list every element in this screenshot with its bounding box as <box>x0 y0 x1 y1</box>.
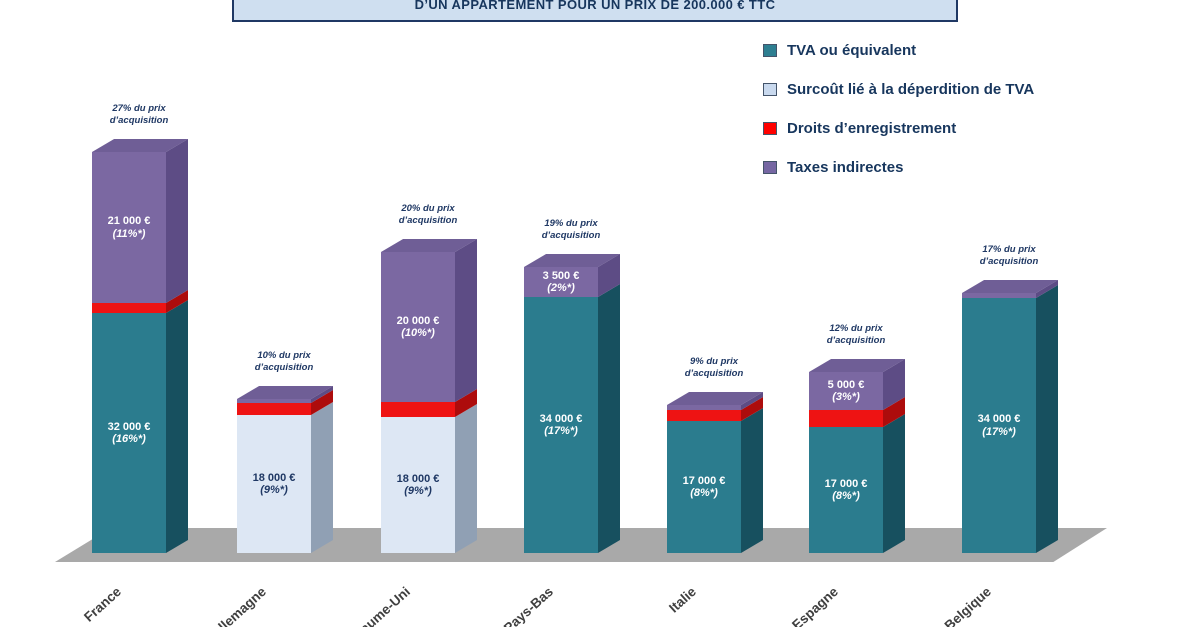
bar-allemagne-taxes-front-face <box>237 399 311 403</box>
bar-allemagne-droits-front-face <box>237 403 311 415</box>
legend-label: Taxes indirectes <box>787 158 904 176</box>
bar-belgique-total-annotation: 17% du prix d’acquisition <box>949 244 1069 268</box>
bar-royaume-uni-taxes-front-face <box>381 252 455 402</box>
bar-allemagne-total-annotation: 10% du prix d’acquisition <box>224 350 344 374</box>
bar-allemagne-surcout-front-face <box>237 415 311 553</box>
category-label-royaume-uni: Royaume-Uni <box>338 583 414 627</box>
bar-royaume-uni-taxes-side-face <box>455 238 477 402</box>
bar-italie-tva-front-face <box>667 421 741 553</box>
bar-france-tva-front-face <box>92 313 166 553</box>
bar-royaume-uni-droits-front-face <box>381 402 455 417</box>
tva-swatch-icon <box>763 43 777 57</box>
bar-france-taxes-front-face <box>92 152 166 303</box>
bar-pays-bas-tva-front-face <box>524 297 598 553</box>
bar-espagne-tva-side-face <box>883 413 905 553</box>
chart-title: D’UN APPARTEMENT POUR UN PRIX DE 200.000… <box>414 0 776 12</box>
legend-label: TVA ou équivalent <box>787 41 917 59</box>
annotation-line: d’acquisition <box>109 115 169 126</box>
category-label-espagne: Espagne <box>789 583 842 627</box>
bar-italie-tva-side-face <box>741 407 763 553</box>
bar-italie-taxes-front-face <box>667 405 741 410</box>
chart-title-box: D’UN APPARTEMENT POUR UN PRIX DE 200.000… <box>232 0 958 22</box>
droits-swatch-icon <box>763 121 777 135</box>
bar-royaume-uni-surcout-side-face <box>455 403 477 553</box>
bar-espagne-total-annotation: 12% du prix d’acquisition <box>796 323 916 347</box>
bar-belgique-tva-front-face <box>962 298 1036 553</box>
category-label-pays-bas: Pays-Bas <box>500 583 557 627</box>
annotation-line: 9% du prix <box>689 356 739 367</box>
annotation-line: 19% du prix <box>544 218 598 229</box>
bar-italie-droits-front-face <box>667 410 741 421</box>
bar-pays-bas-taxes-front-face <box>524 267 598 297</box>
annotation-line: 12% du prix <box>829 323 883 334</box>
legend: TVA ou équivalent Surcoût lié à la déper… <box>763 38 1193 194</box>
annotation-line: d’acquisition <box>398 215 458 226</box>
bar-espagne-droits-front-face <box>809 410 883 427</box>
bar-france-total-annotation: 27% du prix d’acquisition <box>79 103 199 127</box>
annotation-line: d’acquisition <box>684 368 744 379</box>
bar-france-tva-side-face <box>166 299 188 553</box>
category-label-allemagne: Allemagne <box>208 583 270 627</box>
bar-france-droits-front-face <box>92 303 166 313</box>
bar-france-taxes-side-face <box>166 138 188 303</box>
annotation-line: d’acquisition <box>979 256 1039 267</box>
legend-item-tva: TVA ou équivalent <box>763 38 1193 62</box>
annotation-line: d’acquisition <box>826 335 886 346</box>
annotation-line: 10% du prix <box>257 350 311 361</box>
bar-espagne-taxes-front-face <box>809 372 883 410</box>
annotation-line: 27% du prix <box>112 103 166 114</box>
bar-royaume-uni-surcout-front-face <box>381 417 455 553</box>
category-label-italie: Italie <box>666 583 700 616</box>
legend-item-droits: Droits d’enregistrement <box>763 116 1193 140</box>
bar-italie-total-annotation: 9% du prix d’acquisition <box>654 356 774 380</box>
annotation-line: d’acquisition <box>541 230 601 241</box>
bar-allemagne-surcout-side-face <box>311 401 333 553</box>
legend-item-surcout: Surcoût lié à la déperdition de TVA <box>763 77 1193 101</box>
bar-espagne-tva-front-face <box>809 427 883 553</box>
bar-pays-bas-tva-side-face <box>598 283 620 553</box>
annotation-line: d’acquisition <box>254 362 314 373</box>
category-label-france: France <box>81 583 125 625</box>
legend-label: Surcoût lié à la déperdition de TVA <box>787 80 1035 98</box>
bar-royaume-uni-total-annotation: 20% du prix d’acquisition <box>368 203 488 227</box>
annotation-line: 17% du prix <box>982 244 1036 255</box>
taxes-swatch-icon <box>763 160 777 174</box>
bar-pays-bas-total-annotation: 19% du prix d’acquisition <box>511 218 631 242</box>
surcout-swatch-icon <box>763 82 777 96</box>
category-label-belgique: Belgique <box>941 583 995 627</box>
bar-belgique-taxes-front-face <box>962 293 1036 298</box>
bar-belgique-tva-side-face <box>1036 284 1058 553</box>
legend-item-taxes: Taxes indirectes <box>763 155 1193 179</box>
legend-label: Droits d’enregistrement <box>787 119 957 137</box>
annotation-line: 20% du prix <box>401 203 455 214</box>
